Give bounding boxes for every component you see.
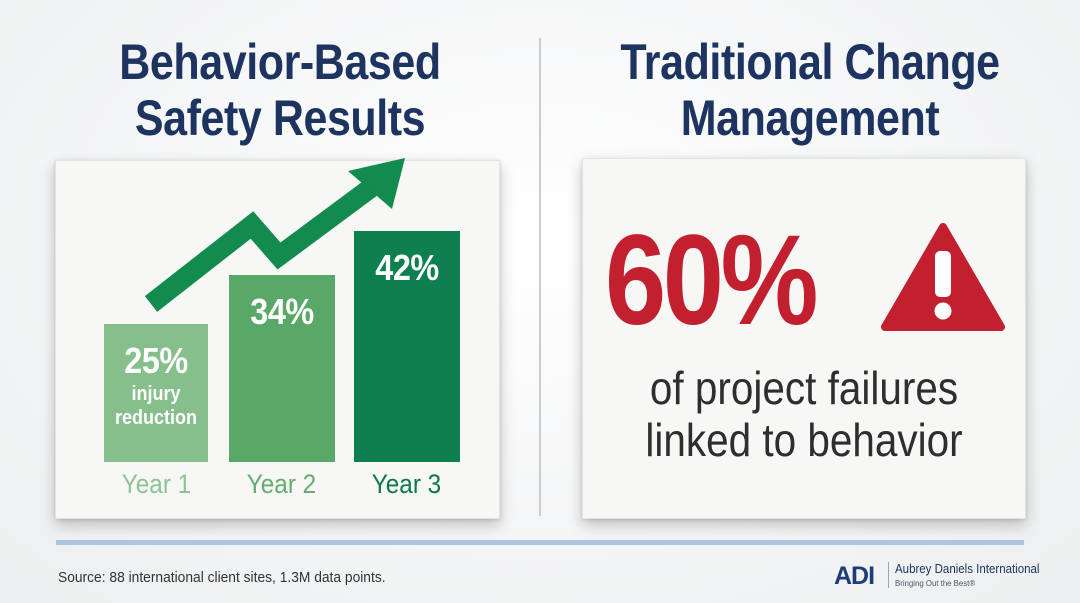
right-title-line2: Management xyxy=(680,90,940,146)
bar-value-label: 42% xyxy=(375,247,439,288)
stat-caption-line2: linked to behavior xyxy=(645,414,963,466)
left-title-line1: Behavior-Based xyxy=(119,34,441,90)
bar-sub-label: injury xyxy=(131,383,181,405)
bar-year-3: 42% xyxy=(354,231,460,462)
stat-card: 60% of project failures linked to behavi… xyxy=(582,158,1026,519)
footer-rule xyxy=(56,540,1024,545)
x-label-year-2: Year 2 xyxy=(246,469,317,499)
bar-year-1: 25% injury reduction xyxy=(104,324,208,462)
logo-separator xyxy=(888,562,889,588)
bar-value-label: 25% xyxy=(124,340,188,381)
stat-caption-line1: of project failures xyxy=(649,362,959,414)
bar-sub-label: reduction xyxy=(114,407,198,429)
bar-chart-card: 25% injury reduction 34% 42% Year 1 Year… xyxy=(55,158,500,519)
trend-arrow-icon xyxy=(144,158,405,312)
left-title-line2: Safety Results xyxy=(134,90,426,146)
big-stat-value: 60% xyxy=(605,209,818,352)
company-logo-mark: ADI xyxy=(834,562,875,590)
company-logo-name: Aubrey Daniels International xyxy=(895,562,1040,576)
company-logo-tagline: Bringing Out the Best® xyxy=(895,578,976,588)
right-panel-title: Traditional Change Management xyxy=(595,34,1025,146)
right-title-line1: Traditional Change xyxy=(620,34,1000,90)
center-divider xyxy=(539,38,541,516)
x-label-year-3: Year 3 xyxy=(371,469,442,499)
left-panel-title: Behavior-Based Safety Results xyxy=(65,34,495,146)
source-note: Source: 88 international client sites, 1… xyxy=(58,569,386,586)
bar-year-2: 34% xyxy=(229,275,335,462)
bar-value-label: 34% xyxy=(250,291,314,332)
warning-triangle-icon xyxy=(881,223,1005,331)
x-label-year-1: Year 1 xyxy=(121,469,192,499)
